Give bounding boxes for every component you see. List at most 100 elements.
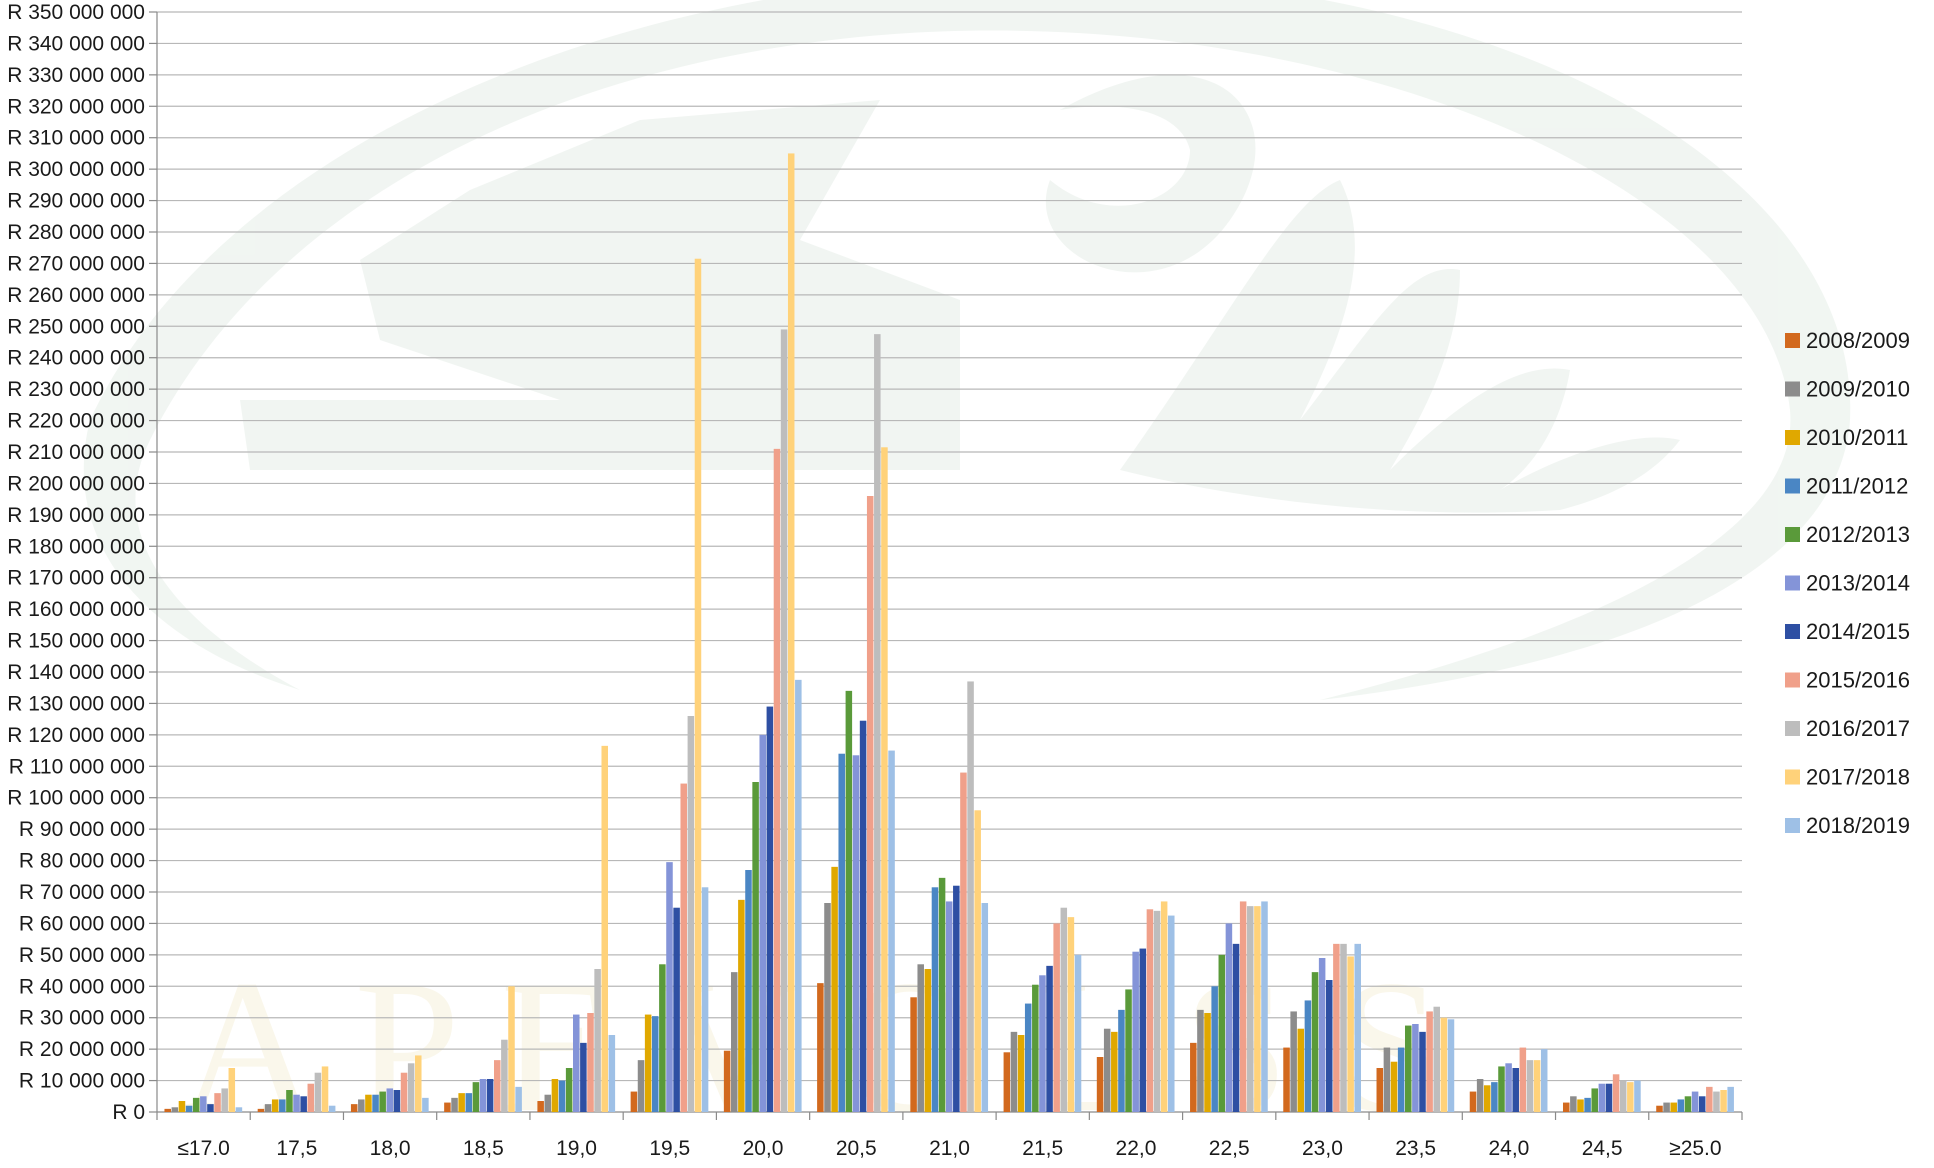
y-tick-label: R 200 000 000 xyxy=(7,472,145,495)
bar xyxy=(1440,1017,1448,1112)
bar xyxy=(845,690,853,1112)
bar xyxy=(1118,1009,1125,1112)
bar xyxy=(1397,1047,1405,1112)
bar xyxy=(888,750,895,1112)
bar xyxy=(200,1096,207,1112)
bar xyxy=(817,983,824,1112)
bar xyxy=(1498,1066,1505,1112)
bar xyxy=(960,772,967,1112)
bar xyxy=(1340,943,1347,1112)
bar xyxy=(1032,984,1039,1112)
legend-swatch xyxy=(1785,527,1800,542)
bar xyxy=(587,1013,594,1112)
bar xyxy=(1526,1060,1534,1112)
bar xyxy=(386,1088,394,1112)
legend-label: 2013/2014 xyxy=(1806,571,1910,596)
bar xyxy=(1190,1042,1197,1112)
bar xyxy=(1720,1090,1727,1112)
bar xyxy=(666,862,673,1112)
bar xyxy=(537,1101,544,1112)
bar xyxy=(1591,1088,1598,1112)
bar xyxy=(1139,948,1147,1112)
x-tick-label: 24,5 xyxy=(1582,1137,1623,1160)
legend-swatch xyxy=(1785,624,1800,639)
y-tick-label: R 150 000 000 xyxy=(7,630,145,653)
legend-swatch xyxy=(1785,478,1800,494)
y-tick-label: R 110 000 000 xyxy=(9,755,145,778)
bar xyxy=(192,1097,200,1112)
bar xyxy=(350,1104,358,1112)
bar xyxy=(773,448,781,1112)
bar xyxy=(214,1093,221,1112)
bar xyxy=(824,903,831,1112)
bar xyxy=(372,1094,379,1112)
bar xyxy=(1354,943,1361,1112)
bar xyxy=(795,679,802,1112)
bar xyxy=(1376,1068,1384,1112)
y-tick-label: R 250 000 000 xyxy=(7,315,145,338)
y-tick-label: R 180 000 000 xyxy=(7,535,145,558)
bar xyxy=(659,964,666,1112)
bar xyxy=(472,1082,480,1112)
y-axis: R 0 R 10 000 000 R 20 000 000 R 30 000 000 R… xyxy=(7,1,158,1124)
bar xyxy=(1261,901,1268,1112)
y-tick-label: R 280 000 000 xyxy=(7,221,145,244)
bar xyxy=(544,1094,552,1112)
bar xyxy=(321,1066,329,1112)
bar xyxy=(1053,923,1060,1112)
y-tick-label: R 310 000 000 xyxy=(7,127,145,150)
bar xyxy=(723,1050,731,1112)
bar xyxy=(1254,906,1261,1112)
bar xyxy=(1003,1052,1011,1112)
y-tick-label: R 100 000 000 xyxy=(7,787,145,810)
legend-label: 2011/2012 xyxy=(1806,474,1908,499)
bar xyxy=(1046,965,1053,1112)
y-tick-label: R 270 000 000 xyxy=(7,252,145,275)
bar xyxy=(608,1035,616,1112)
bar xyxy=(479,1079,487,1112)
bar xyxy=(787,153,795,1112)
x-tick-label: 20,0 xyxy=(743,1137,784,1160)
legend-label: 2016/2017 xyxy=(1806,716,1910,741)
bar xyxy=(551,1079,559,1112)
x-tick-label: 17,5 xyxy=(276,1137,317,1160)
x-tick-label: 20,5 xyxy=(836,1137,877,1160)
bar xyxy=(1197,1009,1204,1112)
bar xyxy=(264,1104,272,1112)
bar xyxy=(1067,917,1075,1112)
bar xyxy=(422,1097,429,1112)
bar xyxy=(1247,906,1254,1112)
bar xyxy=(1283,1047,1290,1112)
bar xyxy=(910,997,917,1112)
legend-label: 2009/2010 xyxy=(1806,377,1910,402)
bar xyxy=(185,1105,193,1112)
bar xyxy=(1290,1011,1297,1112)
bar xyxy=(852,755,860,1112)
x-tick-label: ≤17.0 xyxy=(177,1137,229,1160)
y-tick-label: R 330 000 000 xyxy=(7,64,145,87)
bar xyxy=(1476,1079,1484,1112)
bar xyxy=(164,1108,171,1112)
bar xyxy=(1204,1013,1211,1112)
legend-label: 2012/2013 xyxy=(1806,522,1910,547)
x-axis: ≤17.0 17,5 18,0 18,5 19,0 19,5 20,0 20,5 21,0 21,… xyxy=(156,1112,1743,1160)
bar xyxy=(687,716,695,1112)
bar xyxy=(293,1094,300,1112)
y-tick-label: R 50 000 000 xyxy=(19,944,145,967)
bar xyxy=(644,1014,652,1112)
bar xyxy=(766,706,774,1112)
bar xyxy=(1311,972,1319,1112)
bar xyxy=(1146,909,1154,1112)
y-tick-label: R 0 xyxy=(112,1101,145,1124)
legend-label: 2018/2019 xyxy=(1806,813,1910,838)
bar xyxy=(1577,1099,1584,1112)
bar xyxy=(1713,1091,1720,1112)
bar xyxy=(1570,1096,1577,1112)
bar xyxy=(515,1086,522,1112)
bar xyxy=(651,1016,659,1112)
bar xyxy=(1010,1031,1018,1112)
y-tick-label: R 140 000 000 xyxy=(7,661,145,684)
y-tick-label: R 80 000 000 xyxy=(19,850,145,873)
legend-swatch xyxy=(1785,430,1800,445)
bar xyxy=(673,907,680,1112)
